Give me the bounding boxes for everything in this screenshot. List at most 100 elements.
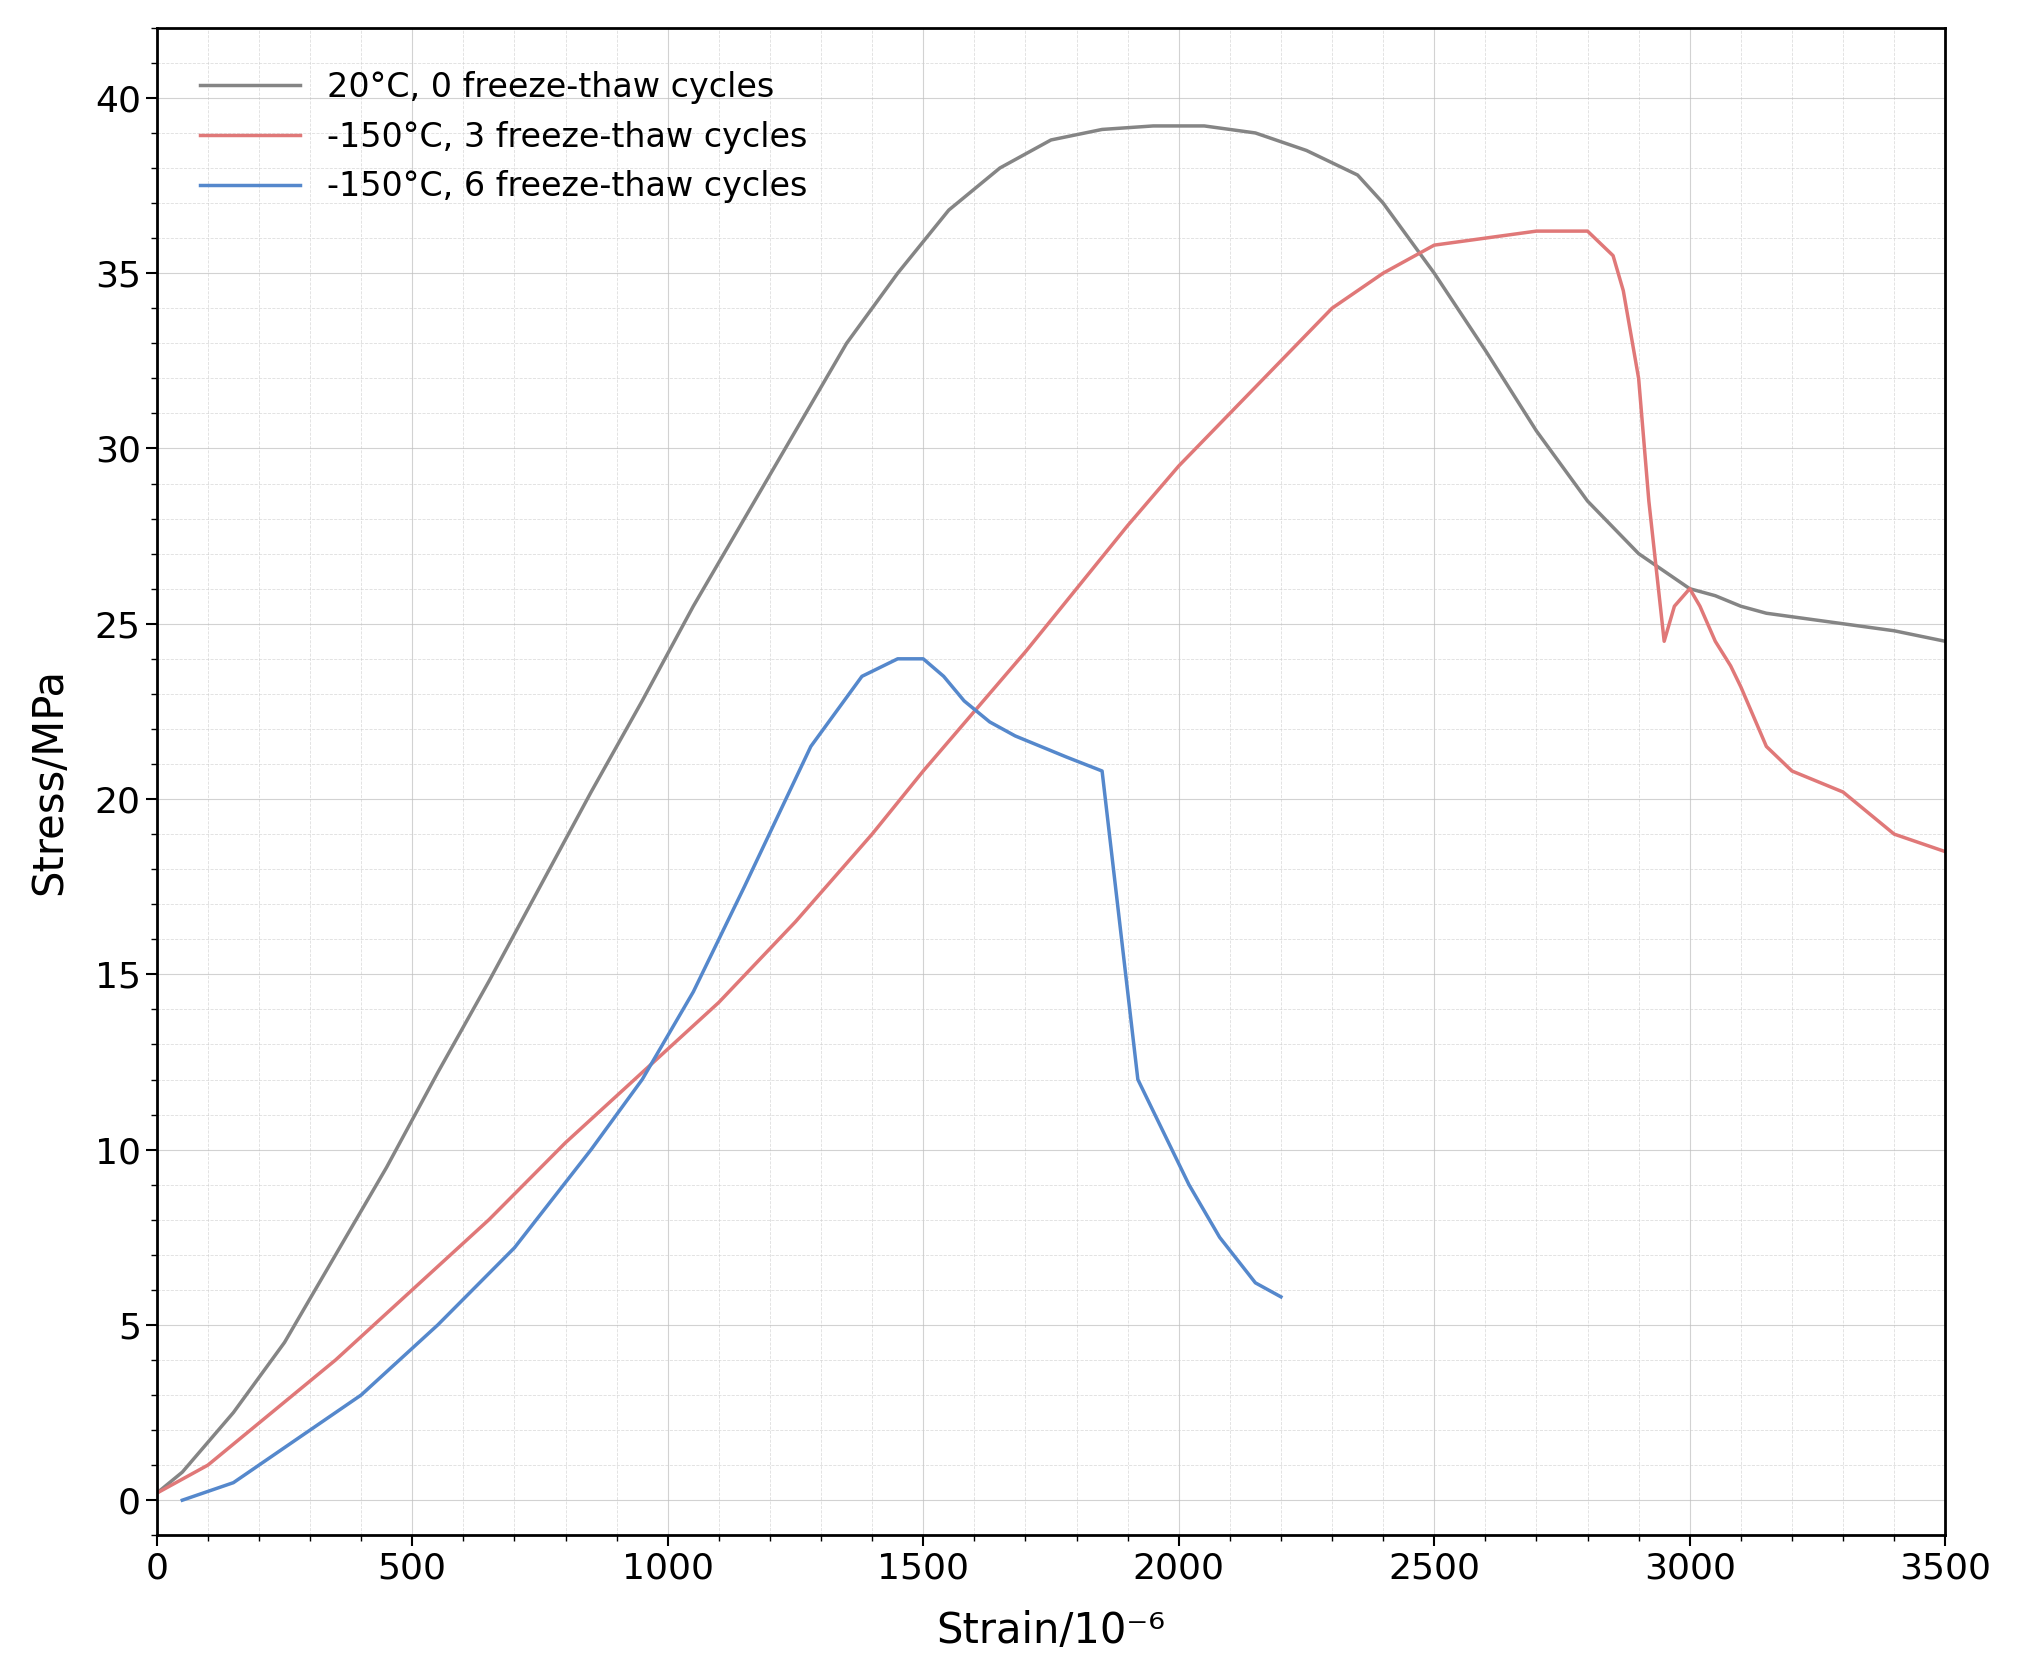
-150°C, 6 freeze-thaw cycles xyxy=(426,1315,450,1336)
20°C, 0 freeze-thaw cycles xyxy=(1728,596,1752,617)
-150°C, 3 freeze-thaw cycles xyxy=(1601,245,1625,265)
20°C, 0 freeze-thaw cycles xyxy=(1755,603,1779,623)
Line: -150°C, 3 freeze-thaw cycles: -150°C, 3 freeze-thaw cycles xyxy=(157,232,1944,1494)
20°C, 0 freeze-thaw cycles xyxy=(1090,119,1114,139)
-150°C, 3 freeze-thaw cycles xyxy=(963,701,987,721)
20°C, 0 freeze-thaw cycles xyxy=(1932,632,1956,652)
-150°C, 3 freeze-thaw cycles xyxy=(1524,222,1549,242)
-150°C, 3 freeze-thaw cycles xyxy=(1637,491,1662,511)
20°C, 0 freeze-thaw cycles xyxy=(426,1062,450,1082)
20°C, 0 freeze-thaw cycles xyxy=(834,333,858,353)
20°C, 0 freeze-thaw cycles xyxy=(1575,491,1599,511)
20°C, 0 freeze-thaw cycles xyxy=(1345,165,1369,185)
20°C, 0 freeze-thaw cycles xyxy=(1474,341,1498,361)
-150°C, 3 freeze-thaw cycles xyxy=(1627,368,1652,388)
-150°C, 3 freeze-thaw cycles xyxy=(1421,235,1446,255)
20°C, 0 freeze-thaw cycles xyxy=(1781,606,1805,627)
-150°C, 3 freeze-thaw cycles xyxy=(1662,596,1686,617)
20°C, 0 freeze-thaw cycles xyxy=(273,1332,297,1352)
20°C, 0 freeze-thaw cycles xyxy=(1191,116,1215,136)
20°C, 0 freeze-thaw cycles xyxy=(1141,116,1165,136)
-150°C, 6 freeze-thaw cycles xyxy=(931,667,955,687)
20°C, 0 freeze-thaw cycles xyxy=(323,1245,347,1265)
20°C, 0 freeze-thaw cycles xyxy=(579,781,604,801)
20°C, 0 freeze-thaw cycles xyxy=(1882,620,1906,640)
20°C, 0 freeze-thaw cycles xyxy=(1371,193,1395,213)
-150°C, 3 freeze-thaw cycles xyxy=(1575,222,1599,242)
-150°C, 3 freeze-thaw cycles xyxy=(911,761,935,781)
-150°C, 3 freeze-thaw cycles xyxy=(1718,655,1742,675)
-150°C, 6 freeze-thaw cycles xyxy=(850,667,874,687)
-150°C, 3 freeze-thaw cycles xyxy=(1932,842,1956,862)
20°C, 0 freeze-thaw cycles xyxy=(1244,123,1268,143)
20°C, 0 freeze-thaw cycles xyxy=(1040,129,1064,150)
20°C, 0 freeze-thaw cycles xyxy=(376,1158,400,1178)
-150°C, 3 freeze-thaw cycles xyxy=(1014,642,1038,662)
-150°C, 3 freeze-thaw cycles xyxy=(246,1413,271,1433)
-150°C, 6 freeze-thaw cycles xyxy=(170,1490,194,1510)
-150°C, 3 freeze-thaw cycles xyxy=(1678,578,1702,598)
-150°C, 6 freeze-thaw cycles xyxy=(911,648,935,669)
-150°C, 3 freeze-thaw cycles xyxy=(1688,596,1712,617)
-150°C, 6 freeze-thaw cycles xyxy=(1244,1273,1268,1294)
20°C, 0 freeze-thaw cycles xyxy=(783,422,808,442)
20°C, 0 freeze-thaw cycles xyxy=(527,877,551,897)
-150°C, 3 freeze-thaw cycles xyxy=(860,823,884,843)
-150°C, 3 freeze-thaw cycles xyxy=(1611,281,1635,301)
-150°C, 6 freeze-thaw cycles xyxy=(579,1139,604,1159)
-150°C, 3 freeze-thaw cycles xyxy=(1371,264,1395,284)
-150°C, 3 freeze-thaw cycles xyxy=(707,993,731,1013)
20°C, 0 freeze-thaw cycles xyxy=(680,596,705,617)
-150°C, 6 freeze-thaw cycles xyxy=(349,1384,374,1404)
-150°C, 6 freeze-thaw cycles xyxy=(953,690,977,711)
-150°C, 3 freeze-thaw cycles xyxy=(145,1483,170,1504)
20°C, 0 freeze-thaw cycles xyxy=(733,509,757,529)
-150°C, 3 freeze-thaw cycles xyxy=(1117,516,1141,536)
20°C, 0 freeze-thaw cycles xyxy=(1704,586,1728,606)
-150°C, 3 freeze-thaw cycles xyxy=(783,912,808,932)
-150°C, 3 freeze-thaw cycles xyxy=(1882,823,1906,843)
-150°C, 3 freeze-thaw cycles xyxy=(1268,351,1292,371)
-150°C, 3 freeze-thaw cycles xyxy=(1652,632,1676,652)
Legend: 20°C, 0 freeze-thaw cycles, -150°C, 3 freeze-thaw cycles, -150°C, 6 freeze-thaw : 20°C, 0 freeze-thaw cycles, -150°C, 3 fr… xyxy=(174,44,834,230)
20°C, 0 freeze-thaw cycles xyxy=(987,158,1012,178)
Y-axis label: Stress/MPa: Stress/MPa xyxy=(28,669,71,895)
-150°C, 6 freeze-thaw cycles xyxy=(1090,761,1114,781)
-150°C, 6 freeze-thaw cycles xyxy=(1054,748,1078,768)
-150°C, 6 freeze-thaw cycles xyxy=(800,736,824,756)
20°C, 0 freeze-thaw cycles xyxy=(886,264,911,284)
-150°C, 3 freeze-thaw cycles xyxy=(1831,781,1855,801)
-150°C, 6 freeze-thaw cycles xyxy=(886,648,911,669)
-150°C, 3 freeze-thaw cycles xyxy=(1064,578,1088,598)
X-axis label: Strain/10⁻⁶: Strain/10⁻⁶ xyxy=(937,1609,1165,1651)
-150°C, 6 freeze-thaw cycles xyxy=(630,1070,654,1090)
-150°C, 3 freeze-thaw cycles xyxy=(196,1455,220,1475)
20°C, 0 freeze-thaw cycles xyxy=(170,1462,194,1482)
-150°C, 3 freeze-thaw cycles xyxy=(400,1280,424,1300)
20°C, 0 freeze-thaw cycles xyxy=(1627,544,1652,564)
-150°C, 3 freeze-thaw cycles xyxy=(476,1210,501,1230)
-150°C, 3 freeze-thaw cycles xyxy=(1728,677,1752,697)
-150°C, 3 freeze-thaw cycles xyxy=(1755,736,1779,756)
-150°C, 3 freeze-thaw cycles xyxy=(1704,632,1728,652)
-150°C, 6 freeze-thaw cycles xyxy=(1127,1070,1151,1090)
-150°C, 6 freeze-thaw cycles xyxy=(222,1473,246,1494)
20°C, 0 freeze-thaw cycles xyxy=(145,1483,170,1504)
20°C, 0 freeze-thaw cycles xyxy=(1421,264,1446,284)
-150°C, 3 freeze-thaw cycles xyxy=(630,1062,654,1082)
-150°C, 6 freeze-thaw cycles xyxy=(1177,1174,1201,1194)
Line: 20°C, 0 freeze-thaw cycles: 20°C, 0 freeze-thaw cycles xyxy=(157,126,1944,1494)
-150°C, 6 freeze-thaw cycles xyxy=(977,712,1001,732)
20°C, 0 freeze-thaw cycles xyxy=(1652,561,1676,581)
-150°C, 6 freeze-thaw cycles xyxy=(733,877,757,897)
-150°C, 6 freeze-thaw cycles xyxy=(1003,726,1028,746)
-150°C, 6 freeze-thaw cycles xyxy=(273,1438,297,1458)
-150°C, 6 freeze-thaw cycles xyxy=(680,981,705,1001)
20°C, 0 freeze-thaw cycles xyxy=(1831,613,1855,633)
20°C, 0 freeze-thaw cycles xyxy=(1678,578,1702,598)
-150°C, 3 freeze-thaw cycles xyxy=(1474,228,1498,249)
20°C, 0 freeze-thaw cycles xyxy=(222,1403,246,1423)
-150°C, 3 freeze-thaw cycles xyxy=(1167,455,1191,475)
-150°C, 3 freeze-thaw cycles xyxy=(323,1351,347,1371)
20°C, 0 freeze-thaw cycles xyxy=(476,971,501,991)
